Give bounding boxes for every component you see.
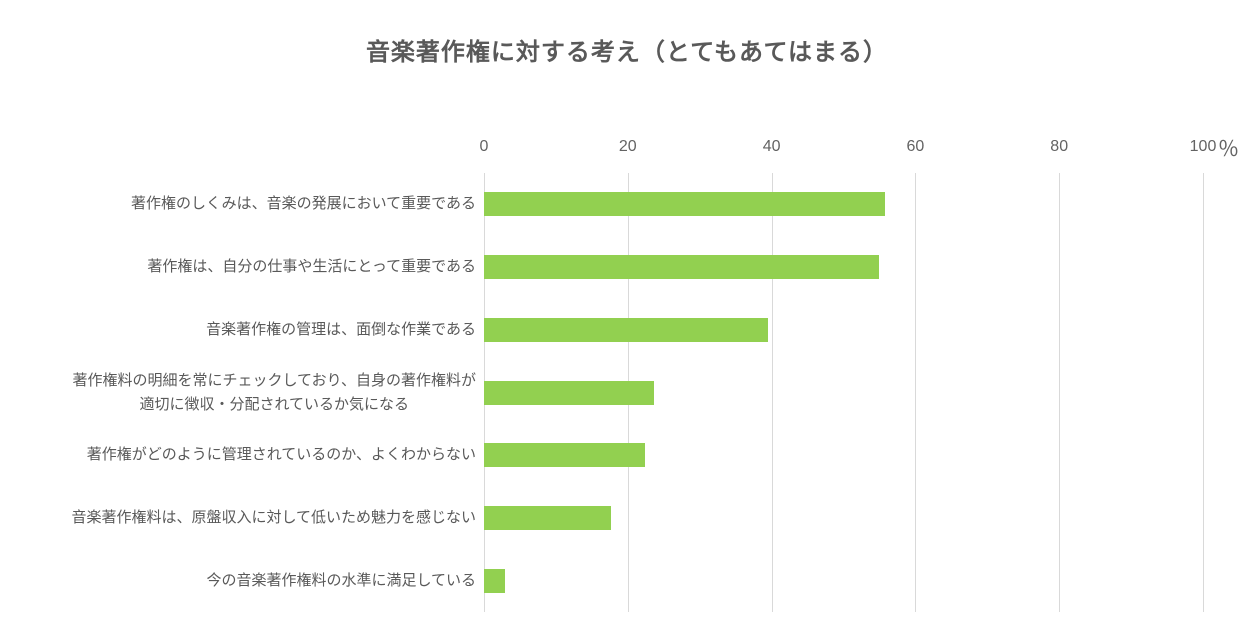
bar <box>484 443 646 468</box>
x-axis-tick-label: 80 <box>1050 138 1069 155</box>
x-axis-tick-label: 60 <box>906 138 925 155</box>
x-axis-tick-label: 40 <box>762 138 781 155</box>
bar <box>484 505 611 530</box>
bar <box>484 192 886 217</box>
category-label: 著作権のしくみは、音楽の発展において重要である <box>130 195 476 213</box>
bar <box>484 317 768 342</box>
category-label: 今の音楽著作権料の水準に満足している <box>206 571 476 589</box>
bar <box>484 568 505 593</box>
gridline <box>771 173 773 612</box>
bar <box>484 255 879 280</box>
bar-row <box>484 361 1203 424</box>
plot-area <box>484 173 1204 612</box>
category-axis: 著作権のしくみは、音楽の発展において重要である著作権は、自分の仕事や生活にとって… <box>20 173 476 612</box>
gridline <box>1059 173 1061 612</box>
x-axis-tick-label: 0 <box>479 138 489 155</box>
bar-row <box>484 236 1203 299</box>
chart-title: 音楽著作権に対する考え（とてもあてはまる） <box>365 39 889 66</box>
gridline <box>1203 173 1204 612</box>
x-axis-tick-label: 20 <box>618 138 637 155</box>
bar-series <box>484 173 1203 612</box>
category-label: 著作権は、自分の仕事や生活にとって重要である <box>147 258 476 276</box>
percent-unit-label: ％ <box>1218 138 1239 161</box>
bar-row <box>484 298 1203 361</box>
x-axis-tick-label: 100 <box>1189 138 1217 155</box>
bar-row <box>484 549 1203 612</box>
gridline <box>915 173 917 612</box>
bar-row <box>484 173 1203 236</box>
category-label: 音楽著作権料は、原盤収入に対して低いため魅力を感じない <box>71 508 476 526</box>
category-label: 音楽著作権の管理は、面倒な作業である <box>206 320 476 338</box>
category-label: 著作権料の明細を常にチェックしており、自身の著作権料が 適切に徴収・分配されてい… <box>72 371 476 413</box>
x-axis: 0 20 40 60 80 100 <box>480 138 1217 160</box>
bar-row <box>484 424 1203 487</box>
bar-row <box>484 487 1203 550</box>
bar <box>484 380 654 405</box>
category-label: 著作権がどのように管理されているのか、よくわからない <box>86 446 476 464</box>
